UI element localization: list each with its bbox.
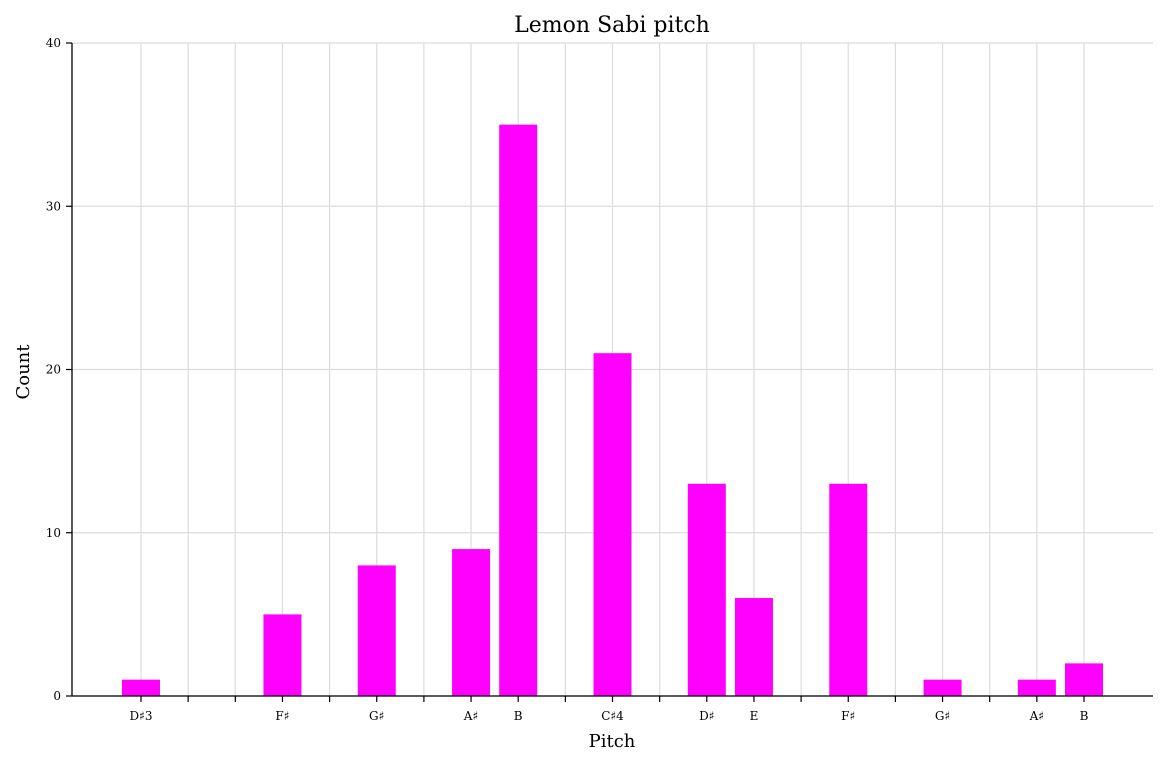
bar [452, 549, 491, 696]
bars [122, 124, 1103, 696]
x-tick-label: F♯ [841, 709, 855, 723]
x-tick-label: A♯ [1029, 709, 1044, 723]
x-tick-label: B [1080, 709, 1089, 723]
bar [357, 565, 396, 696]
y-axis-label: Count [13, 344, 34, 400]
x-tick-label: D♯ [699, 709, 714, 723]
bar [1017, 679, 1056, 696]
ticks: 0 10 20 30 40 D♯3 F♯ G♯ A♯ B C♯4 D♯ E F♯ G♯ A♯ B [46, 36, 1089, 723]
x-axis-label: Pitch [589, 731, 636, 752]
x-tick-label: F♯ [275, 709, 289, 723]
bar [734, 598, 773, 696]
x-tick-label: G♯ [935, 709, 950, 723]
y-tick-label: 30 [46, 199, 61, 213]
bar [499, 124, 538, 696]
x-tick-label: D♯3 [129, 709, 152, 723]
bar [923, 679, 962, 696]
bar [1065, 663, 1103, 696]
y-tick-label: 10 [46, 526, 61, 540]
bar [263, 614, 302, 696]
bar [593, 353, 632, 696]
y-tick-label: 20 [46, 363, 61, 377]
x-tick-label: G♯ [369, 709, 384, 723]
x-tick-label: C♯4 [601, 709, 624, 723]
x-tick-label: A♯ [463, 709, 478, 723]
bar [122, 679, 160, 696]
bar [829, 483, 868, 696]
y-tick-label: 0 [53, 689, 61, 703]
bar [687, 483, 726, 696]
x-tick-label: B [514, 709, 523, 723]
x-tick-label: E [750, 709, 759, 723]
chart-title: Lemon Sabi pitch [514, 13, 710, 38]
y-tick-label: 40 [46, 36, 61, 50]
